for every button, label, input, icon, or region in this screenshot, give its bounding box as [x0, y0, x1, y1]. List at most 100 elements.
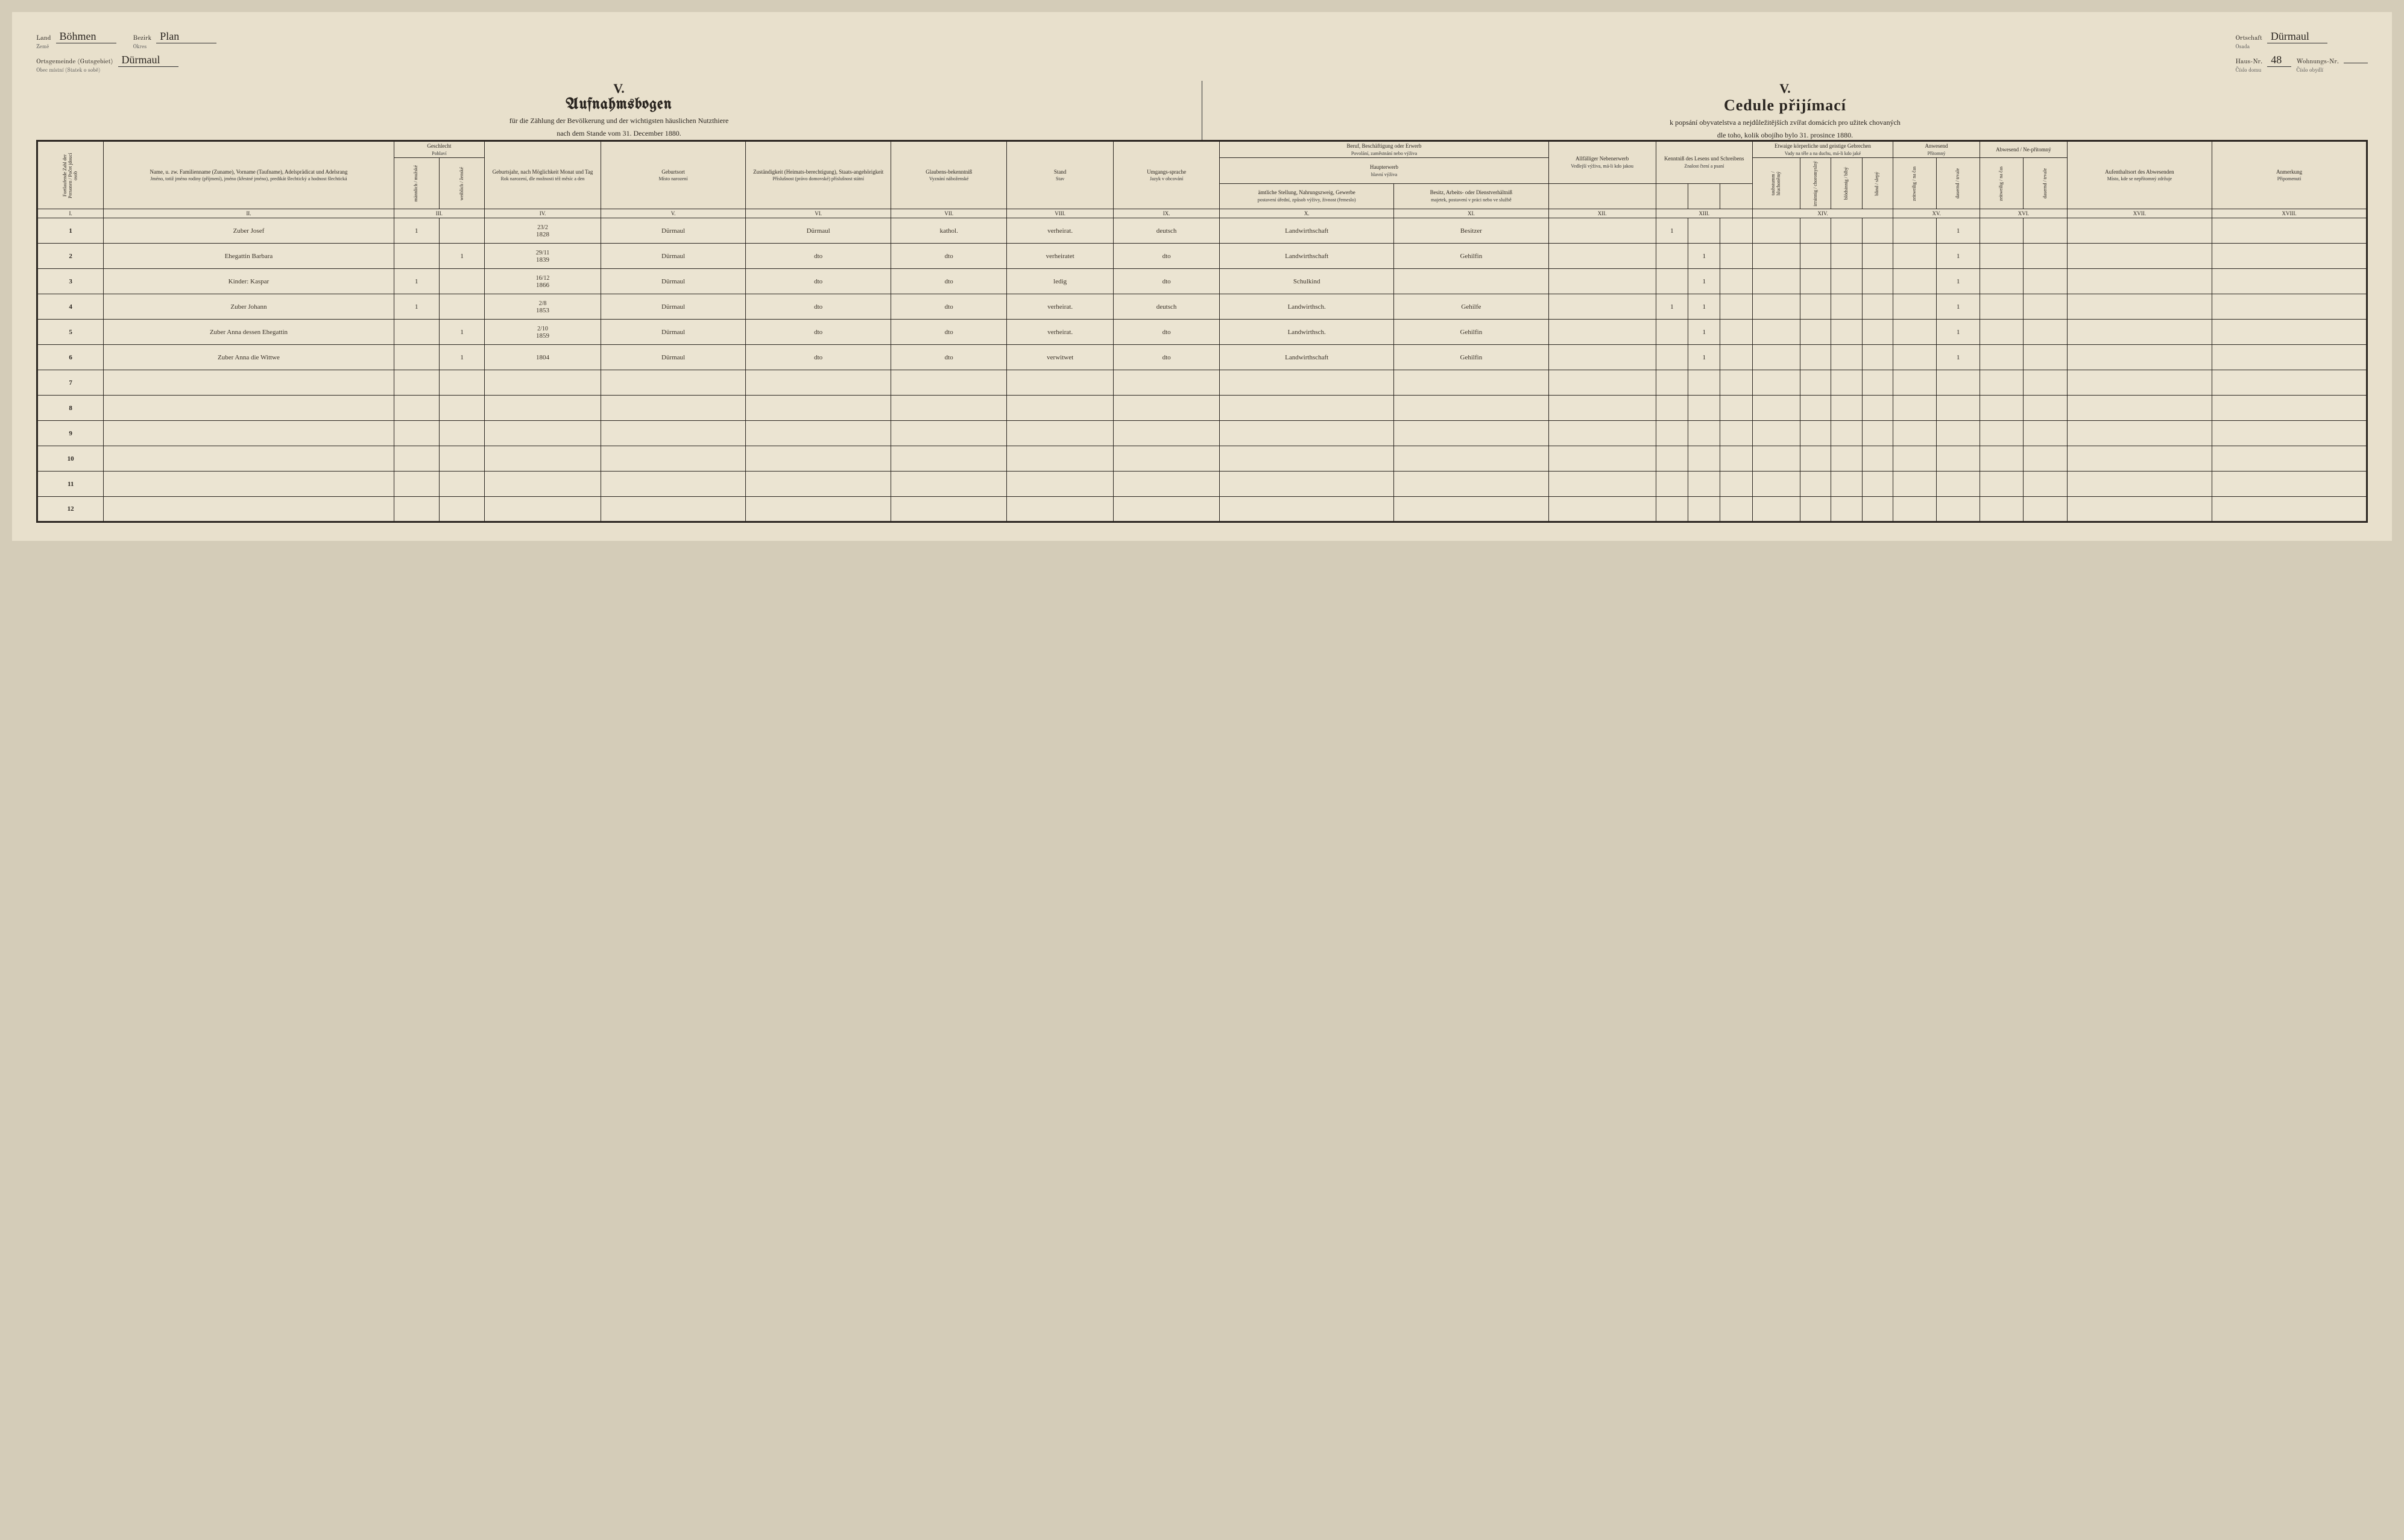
- cell-zust: [746, 446, 891, 472]
- table-row: 1Zuber Josef123/21828DürmaulDürmaulkatho…: [37, 218, 2367, 244]
- col15a: zeitweilig / na čas: [1912, 166, 1917, 201]
- cell-g4: [1862, 497, 1893, 522]
- cell-female: [439, 218, 484, 244]
- table-header: Fortlaufende Zahl der Personen / Počet j…: [37, 141, 2367, 218]
- cell-a1: [1980, 218, 2024, 244]
- cell-g4: [1862, 421, 1893, 446]
- cell-neben: [1548, 472, 1656, 497]
- cell-lit3: [1720, 244, 1753, 269]
- cell-p1: [1893, 396, 1936, 421]
- cell-neben: [1548, 320, 1656, 345]
- cell-name: Kinder: Kaspar: [104, 269, 394, 294]
- table-row: 11: [37, 472, 2367, 497]
- land-value: Böhmen: [56, 30, 116, 43]
- cell-lit1: [1656, 320, 1688, 345]
- cell-birth: 2/81853: [485, 294, 601, 320]
- cell-female: [439, 294, 484, 320]
- cell-lit2: [1688, 370, 1720, 396]
- cell-lit2: 1: [1688, 244, 1720, 269]
- cell-occ: [1220, 421, 1394, 446]
- meta-land: Land Země Böhmen Bezirk Okres Plan: [36, 30, 216, 51]
- cell-pos: Gehilfe: [1394, 294, 1549, 320]
- cell-stand: [1007, 421, 1113, 446]
- cell-place: Dürmaul: [601, 244, 746, 269]
- cell-lit3: [1720, 370, 1753, 396]
- cell-pos: [1394, 269, 1549, 294]
- cell-a1: [1980, 497, 2024, 522]
- cell-pos: Gehilfin: [1394, 244, 1549, 269]
- cell-a1: [1980, 269, 2024, 294]
- col14b: irrsinnig / choromyslný: [1813, 161, 1819, 206]
- cell-ort: [2067, 294, 2212, 320]
- cell-p1: [1893, 421, 1936, 446]
- cell-place: Dürmaul: [601, 269, 746, 294]
- cell-lang: deutsch: [1113, 218, 1219, 244]
- cell-female: [439, 396, 484, 421]
- cell-birth: 23/21828: [485, 218, 601, 244]
- ortschaft-label: Ortschaft Osada: [2235, 34, 2262, 51]
- cell-lit2: 1: [1688, 345, 1720, 370]
- table-row: 8: [37, 396, 2367, 421]
- col17-header: Aufenthaltsort des AbwesendenMísto, kde …: [2067, 141, 2212, 209]
- cell-a1: [1980, 421, 2024, 446]
- cell-occ: Landwirthschaft: [1220, 218, 1394, 244]
- cell-stand: [1007, 497, 1113, 522]
- cell-male: [394, 472, 439, 497]
- col15-header: AnwesendPřítomný: [1893, 141, 1980, 158]
- row-number: 3: [37, 269, 104, 294]
- cell-pos: Besitzer: [1394, 218, 1549, 244]
- date-cz: dle toho, kolik obojího bylo 31. prosinc…: [1202, 131, 2368, 140]
- cell-male: [394, 320, 439, 345]
- cell-a1: [1980, 345, 2024, 370]
- cell-female: 1: [439, 244, 484, 269]
- cell-birth: [485, 370, 601, 396]
- cell-zust: dto: [746, 269, 891, 294]
- cell-lit2: [1688, 218, 1720, 244]
- cell-birth: 1804: [485, 345, 601, 370]
- cell-g1: [1753, 421, 1800, 446]
- cell-place: Dürmaul: [601, 218, 746, 244]
- cell-g4: [1862, 294, 1893, 320]
- col3f: weiblich / ženské: [459, 167, 465, 201]
- cell-p1: [1893, 320, 1936, 345]
- cell-stand: verheiratet: [1007, 244, 1113, 269]
- cell-zust: [746, 497, 891, 522]
- cell-place: [601, 396, 746, 421]
- cell-stand: verheirat.: [1007, 320, 1113, 345]
- cell-relig: [891, 472, 1006, 497]
- cell-lang: [1113, 446, 1219, 472]
- cell-anm: [2212, 345, 2367, 370]
- cell-name: Zuber Josef: [104, 218, 394, 244]
- cell-g4: [1862, 244, 1893, 269]
- cell-p1: [1893, 446, 1936, 472]
- cell-g2: [1800, 269, 1831, 294]
- cell-g2: [1800, 421, 1831, 446]
- cell-a1: [1980, 370, 2024, 396]
- cell-p1: [1893, 472, 1936, 497]
- cell-g4: [1862, 345, 1893, 370]
- cell-g2: [1800, 497, 1831, 522]
- cell-lit3: [1720, 497, 1753, 522]
- cell-g2: [1800, 472, 1831, 497]
- cell-p2: [1937, 472, 1980, 497]
- cell-female: [439, 370, 484, 396]
- cell-anm: [2212, 421, 2367, 446]
- cell-pos: [1394, 497, 1549, 522]
- cell-g3: [1831, 370, 1862, 396]
- col13-header: Kenntniß des Lesens und SchreibensZnalos…: [1656, 141, 1752, 184]
- cell-anm: [2212, 472, 2367, 497]
- census-table: Fortlaufende Zahl der Personen / Počet j…: [36, 140, 2368, 523]
- cell-ort: [2067, 218, 2212, 244]
- cell-birth: 29/111839: [485, 244, 601, 269]
- cell-lang: [1113, 396, 1219, 421]
- table-row: 10: [37, 446, 2367, 472]
- cell-anm: [2212, 446, 2367, 472]
- cell-g3: [1831, 244, 1862, 269]
- cell-lit2: 1: [1688, 294, 1720, 320]
- cell-anm: [2212, 244, 2367, 269]
- cell-relig: [891, 370, 1006, 396]
- wohnungsnr-label: Wohnungs-Nr. Číslo obydlí: [2296, 58, 2339, 75]
- cell-relig: dto: [891, 294, 1006, 320]
- cell-g2: [1800, 218, 1831, 244]
- table-row: 7: [37, 370, 2367, 396]
